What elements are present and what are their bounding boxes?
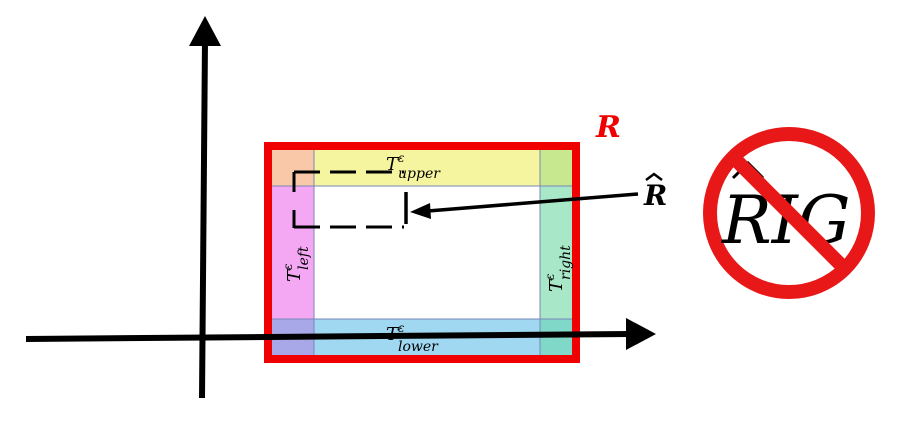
region-label: R (595, 110, 621, 145)
no-rig-sign: RIG (703, 127, 875, 299)
t-lower-label: T ε lower (386, 321, 439, 355)
t-right-sup: ε (543, 274, 557, 280)
t-left-label: T ε left (281, 246, 312, 282)
t-upper-main: T (386, 154, 400, 175)
forbid-slash (728, 152, 850, 274)
t-left-sub: left (296, 246, 312, 270)
t-lower-main: T (386, 324, 400, 345)
hat-accent (645, 172, 663, 181)
t-lower-sup: ε (398, 321, 404, 335)
t-upper-sup: ε (398, 151, 404, 165)
x-axis (25, 318, 656, 350)
t-right-sub: right (558, 245, 574, 280)
corner-top-right (540, 150, 572, 186)
forbid-circle (703, 127, 875, 299)
upper-strip (272, 150, 572, 186)
dashed-rhat-box (292, 170, 408, 229)
region-hat-label: R (643, 172, 667, 212)
y-axis (189, 16, 221, 399)
t-left-main: T (284, 268, 305, 282)
t-upper-sub: upper (398, 166, 441, 182)
t-right-main: T (546, 278, 567, 292)
rhat-pointer-arrow (410, 192, 639, 219)
strip-separators (272, 150, 572, 355)
t-left-sup: ε (281, 264, 295, 270)
t-right-label: T ε right (543, 245, 574, 292)
region-border (264, 142, 580, 363)
t-lower-sub: lower (398, 339, 439, 355)
t-upper-label: T ε upper (386, 151, 441, 182)
region-hat-letter: R (643, 179, 667, 212)
